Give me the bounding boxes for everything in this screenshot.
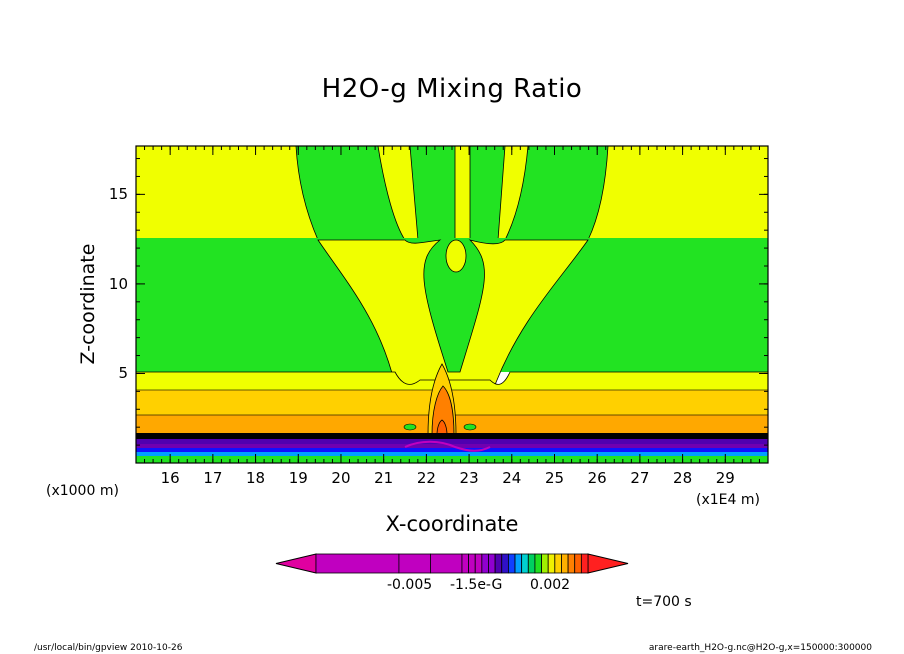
time-label: t=700 s <box>636 594 692 610</box>
colorbar-left-triangle <box>275 553 317 574</box>
colorbar-segment <box>501 553 509 574</box>
colorbar-segment <box>521 553 529 574</box>
colorbar-segment <box>461 553 469 574</box>
x-tick-label: 22 <box>416 469 436 487</box>
surface-purple-wave <box>404 440 491 452</box>
small-yellow-oval <box>445 239 467 273</box>
colorbar-segment <box>561 553 569 574</box>
central-dome-core <box>436 419 448 436</box>
surface-black-band <box>136 433 768 439</box>
x-tick-label: 21 <box>374 469 394 487</box>
x-unit-right: (x1E4 m) <box>696 492 760 508</box>
surface-blue-band <box>136 448 768 452</box>
x-tick-label: 18 <box>246 469 266 487</box>
colorbar-segment <box>567 553 576 574</box>
chart-title: H2O-g Mixing Ratio <box>321 74 583 104</box>
y-tick-label: 15 <box>108 185 128 204</box>
right-small-eddy <box>463 423 477 431</box>
footer-right: arare-earth_H2O-g.nc@H2O-g,x=150000:3000… <box>648 643 872 653</box>
upper-center-plume-left <box>409 146 456 241</box>
x-tick-label: 26 <box>587 469 607 487</box>
y-axis-label: Z-coordinate <box>77 243 99 365</box>
surface-indigo-band <box>136 439 768 444</box>
lower-yellow-band <box>136 371 768 393</box>
x-tick-label: 20 <box>331 469 351 487</box>
colorbar-segment <box>430 553 463 574</box>
colorbar-segment <box>554 553 562 574</box>
x-axis-label: X-coordinate <box>385 512 519 536</box>
colorbar-segment <box>547 553 556 574</box>
colorbar-segment <box>507 553 516 574</box>
colorbar-segment <box>574 553 582 574</box>
colorbar-segment <box>468 553 476 574</box>
left-small-eddy <box>403 423 417 431</box>
axis-ticks <box>135 146 769 463</box>
colorbar-segment <box>541 553 549 574</box>
y-tick-label: 10 <box>108 274 128 293</box>
colorbar-label-1: -0.005 <box>387 577 433 593</box>
colorbar-segment <box>580 553 589 574</box>
contour-field <box>136 146 768 463</box>
colorbar-segment <box>514 553 523 574</box>
colorbar-segment <box>398 553 431 574</box>
colorbar-segment <box>474 553 483 574</box>
x-tick-label: 25 <box>544 469 565 487</box>
colorbar-right-triangle <box>587 553 629 574</box>
x-tick-label: 28 <box>673 469 693 487</box>
x-tick-label: 23 <box>459 469 479 487</box>
x-tick-label: 19 <box>288 469 308 487</box>
x-tick-label: 16 <box>160 469 180 487</box>
colorbar-segment <box>488 553 496 574</box>
colorbar-segment <box>527 553 536 574</box>
x-tick-label: 17 <box>203 469 223 487</box>
colorbar-segment <box>534 553 542 574</box>
colorbar <box>275 553 629 574</box>
x-tick-label: 27 <box>630 469 650 487</box>
surface-cyan-band <box>136 452 768 456</box>
x-tick-label: 24 <box>502 469 522 487</box>
x-unit-left: (x1000 m) <box>46 483 119 499</box>
colorbar-segment <box>494 553 503 574</box>
colorbar-label-3: 0.002 <box>530 577 571 593</box>
colorbar-segment <box>315 553 400 574</box>
y-tick-label: 5 <box>118 364 128 383</box>
x-tick-label: 29 <box>715 469 735 487</box>
central-dome-inner <box>431 385 455 436</box>
colorbar-label-2: -1.5e-G <box>450 577 503 593</box>
colorbar-segment <box>481 553 489 574</box>
footer-left: /usr/local/bin/gpview 2010-10-26 <box>34 643 183 653</box>
